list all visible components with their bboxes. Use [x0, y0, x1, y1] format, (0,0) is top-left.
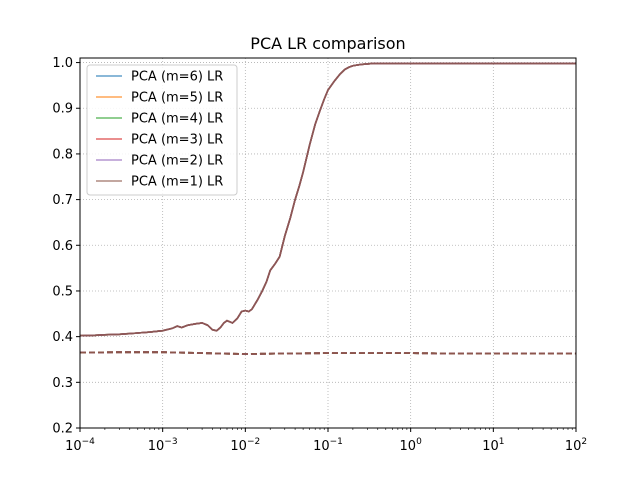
x-tick-label: 10−3: [148, 437, 178, 454]
y-tick-label: 0.8: [52, 147, 73, 162]
y-tick-label: 0.5: [52, 284, 73, 299]
x-tick-label: 101: [482, 437, 504, 454]
y-tick-label: 0.2: [52, 422, 73, 437]
x-tick-label: 100: [400, 437, 423, 454]
legend-label: PCA (m=6) LR: [131, 70, 223, 85]
legend: PCA (m=6) LR PCA (m=5) LR PCA (m=4) LR PCA …: [86, 64, 238, 196]
x-tick-label: 10−2: [230, 437, 260, 454]
series-line: [79, 62, 576, 337]
y-tick-label: 0.4: [52, 330, 73, 345]
legend-label: PCA (m=4) LR: [131, 112, 223, 127]
x-axis: 10−4 10−3 10−2 10−1 100 101 102: [65, 428, 587, 454]
chart-title: PCA LR comparison: [250, 34, 405, 53]
y-tick-label: 1.0: [52, 56, 73, 71]
y-tick-label: 0.9: [52, 102, 73, 117]
legend-label: PCA (m=5) LR: [131, 91, 223, 106]
series-dashed-line: [79, 351, 576, 355]
legend-label: PCA (m=1) LR: [131, 175, 223, 190]
legend-label: PCA (m=2) LR: [131, 154, 223, 169]
legend-label: PCA (m=3) LR: [131, 133, 223, 148]
y-tick-label: 0.6: [52, 239, 73, 254]
y-axis: 0.2 0.3 0.4 0.5 0.6 0.7 0.8 0.9 1.0: [52, 56, 80, 437]
x-tick-label: 10−1: [313, 437, 343, 454]
y-tick-label: 0.3: [52, 376, 73, 391]
legend-box: [86, 64, 238, 196]
series-lines: [79, 62, 576, 355]
y-tick-label: 0.7: [52, 193, 73, 208]
x-tick-label: 102: [565, 437, 587, 454]
x-tick-label: 10−4: [65, 437, 95, 454]
